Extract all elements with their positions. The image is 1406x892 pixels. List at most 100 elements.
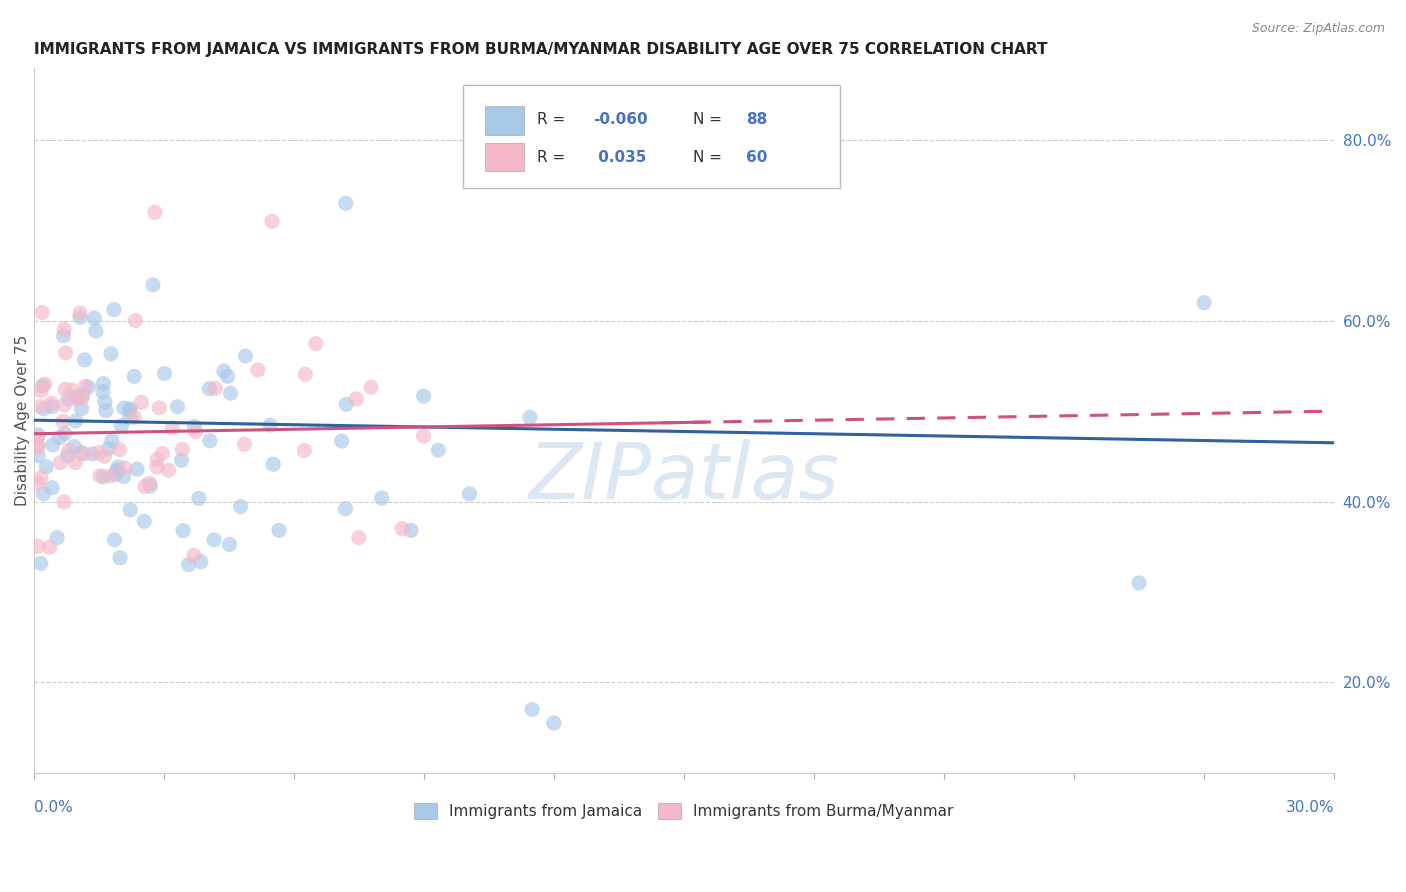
Point xyxy=(30,557,52,571)
Point xyxy=(183,419,205,434)
Point xyxy=(27,476,49,491)
Point xyxy=(70,401,93,416)
Point xyxy=(190,555,212,569)
Text: R =: R = xyxy=(537,112,565,127)
Point xyxy=(56,449,79,463)
Point xyxy=(162,421,184,435)
Point xyxy=(73,447,96,461)
Point xyxy=(63,440,86,454)
Point xyxy=(138,476,160,491)
Point xyxy=(427,443,450,458)
Text: 0.0%: 0.0% xyxy=(34,799,72,814)
Point xyxy=(118,403,141,417)
Point xyxy=(103,533,125,547)
Point xyxy=(41,481,63,495)
Text: ZIPatlas: ZIPatlas xyxy=(529,439,839,515)
Point xyxy=(42,438,65,452)
Point xyxy=(89,469,111,483)
Point xyxy=(146,452,169,467)
Point xyxy=(391,522,413,536)
Point xyxy=(46,531,69,545)
Text: 30.0%: 30.0% xyxy=(1285,799,1334,814)
Point xyxy=(1192,295,1215,310)
Point xyxy=(49,455,72,469)
Point xyxy=(259,418,281,433)
Point xyxy=(335,501,357,516)
Point xyxy=(198,382,221,396)
Point xyxy=(267,524,290,538)
Y-axis label: Disability Age Over 75: Disability Age Over 75 xyxy=(15,334,30,506)
Point xyxy=(105,464,128,478)
Point xyxy=(27,430,49,444)
Text: 0.035: 0.035 xyxy=(593,150,647,165)
Point xyxy=(212,364,235,378)
Point xyxy=(53,495,76,509)
Point xyxy=(112,401,135,416)
Point xyxy=(108,442,131,457)
Point xyxy=(32,401,55,416)
Point xyxy=(412,429,434,443)
Point xyxy=(187,491,209,506)
Point xyxy=(344,392,367,406)
Point xyxy=(142,277,165,292)
Point xyxy=(153,367,176,381)
Point xyxy=(100,347,122,361)
Point xyxy=(93,449,115,463)
Text: 60: 60 xyxy=(747,150,768,165)
Point xyxy=(58,443,80,458)
Text: N =: N = xyxy=(693,150,723,165)
Point xyxy=(104,467,127,482)
Point xyxy=(53,398,76,412)
Point xyxy=(27,427,49,442)
Point xyxy=(91,376,114,391)
Point xyxy=(262,457,284,471)
Point xyxy=(235,349,257,363)
Point xyxy=(233,437,256,451)
Point xyxy=(77,380,100,394)
Point xyxy=(55,346,77,360)
Point xyxy=(87,445,110,459)
Point xyxy=(152,446,174,460)
Text: IMMIGRANTS FROM JAMAICA VS IMMIGRANTS FROM BURMA/MYANMAR DISABILITY AGE OVER 75 : IMMIGRANTS FROM JAMAICA VS IMMIGRANTS FR… xyxy=(34,42,1047,57)
Legend: Immigrants from Jamaica, Immigrants from Burma/Myanmar: Immigrants from Jamaica, Immigrants from… xyxy=(408,797,959,825)
Text: R =: R = xyxy=(537,150,565,165)
Point xyxy=(70,446,93,460)
Point xyxy=(120,503,142,517)
Point xyxy=(69,306,91,320)
Point xyxy=(27,540,49,554)
FancyBboxPatch shape xyxy=(463,86,839,187)
Point xyxy=(134,479,156,493)
Point xyxy=(94,403,117,417)
Point xyxy=(519,410,541,425)
Point xyxy=(184,425,207,439)
Point xyxy=(66,389,89,403)
Point xyxy=(73,352,96,367)
Point xyxy=(114,461,136,475)
Point xyxy=(72,388,94,402)
Point xyxy=(53,426,76,441)
Point xyxy=(218,537,240,551)
Point xyxy=(1128,575,1150,590)
Point xyxy=(84,324,107,338)
Point xyxy=(41,396,63,410)
Point xyxy=(32,487,55,501)
Point xyxy=(30,400,52,414)
Point xyxy=(60,383,83,397)
Point xyxy=(27,438,49,452)
Point xyxy=(65,414,87,428)
Point xyxy=(172,442,194,457)
Point xyxy=(166,400,188,414)
Point xyxy=(412,389,434,403)
Point xyxy=(69,310,91,325)
Point xyxy=(122,369,145,384)
Point xyxy=(82,447,104,461)
Point xyxy=(198,434,221,448)
Point xyxy=(229,500,252,514)
Point xyxy=(202,533,225,547)
Point xyxy=(27,440,49,454)
Point xyxy=(305,336,328,351)
Point xyxy=(520,702,543,716)
Point xyxy=(53,322,76,336)
Point xyxy=(148,401,170,415)
Point xyxy=(246,363,269,377)
